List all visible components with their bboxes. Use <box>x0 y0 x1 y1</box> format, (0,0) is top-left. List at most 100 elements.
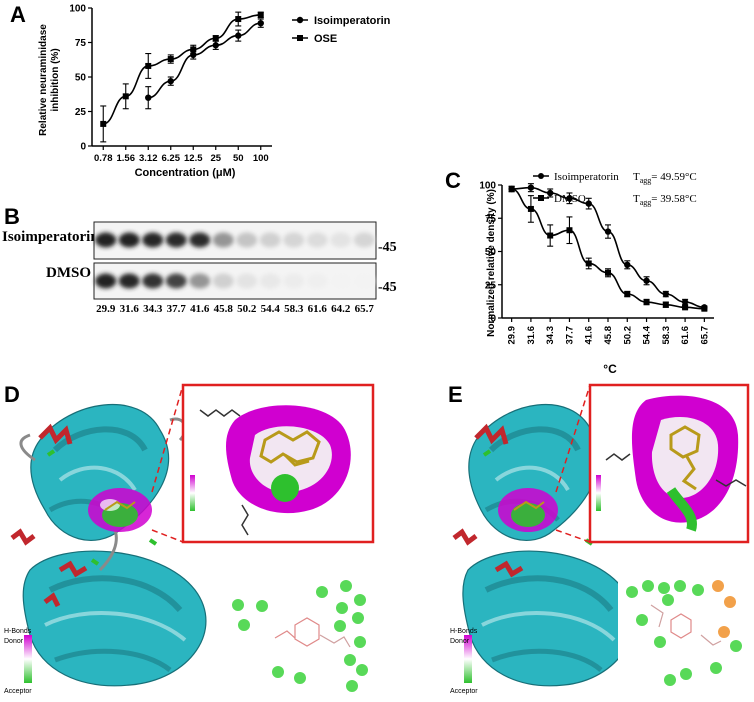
x-tick-label: 65.7 <box>699 326 710 345</box>
residue-disc <box>294 672 306 684</box>
y-tick-label: 50 <box>75 73 87 84</box>
blot-row-label-isoimperatorin: Isoimperatorin <box>2 229 99 245</box>
blot-band <box>118 273 140 289</box>
blot-band <box>189 273 211 289</box>
lane-temp-label: 29.9 <box>96 303 116 315</box>
data-point-ose <box>122 93 129 100</box>
x-tick-label: 31.6 <box>526 326 537 345</box>
residue-disc <box>340 580 352 592</box>
blot-band <box>259 232 281 248</box>
blot-band <box>236 273 258 289</box>
lane-temp-label: 64.2 <box>331 303 351 315</box>
y-tick-label: 25 <box>75 107 87 118</box>
residue-disc <box>334 620 346 632</box>
blot-band <box>95 232 117 248</box>
chart-c-plot-area: 0 25 50 75 100 29.9 31.6 34.3 37.7 41.6 45.8 50.2 54… <box>479 181 714 345</box>
panel-letter-d: D <box>4 382 20 407</box>
lane-temp-label: 45.8 <box>213 303 233 315</box>
hbond-legend-d <box>24 635 32 683</box>
blot-bands-isoimperatorin <box>95 232 375 248</box>
residue-disc <box>730 640 742 652</box>
residue-disc <box>718 626 730 638</box>
x-tick-label: 6.25 <box>162 153 181 164</box>
data-point-dmso <box>527 205 534 212</box>
data-point-dmso <box>701 305 708 312</box>
chart-a-legend-ose: OSE <box>314 33 337 45</box>
mw-marker-bottom-value: 45 <box>382 280 397 295</box>
data-point-dmso <box>547 232 554 239</box>
blot-lane-temperatures: 29.9 31.6 34.3 37.7 41.6 45.8 50.2 54.4 58.3 61.6… <box>94 303 376 315</box>
x-tick-label: 3.12 <box>139 153 158 164</box>
x-tick-label: 12.5 <box>184 153 203 164</box>
x-tick-label: 25 <box>210 153 221 164</box>
blot-band <box>236 232 258 248</box>
docking-panel-d <box>10 383 375 698</box>
binding-pocket-zoom-e <box>588 383 750 544</box>
blot-bands-dmso <box>95 273 375 289</box>
data-point-isoimperatorin <box>167 77 174 85</box>
chart-a-xlabel: Concentration (μM) <box>135 167 236 179</box>
mw-marker-top: -45 <box>378 240 397 255</box>
hbond-legend-donor-d: Donor <box>4 638 24 645</box>
blot-band <box>165 273 187 289</box>
blot-band <box>212 232 234 248</box>
residue-disc <box>336 602 348 614</box>
data-point-dmso <box>566 227 573 234</box>
y-tick-label: 25 <box>485 280 497 291</box>
chart-a-legend: Isoimperatorin OSE <box>292 15 391 45</box>
data-point-ose <box>212 35 219 42</box>
chart-c-legend: Isoimperatorin Tagg= 49.59°C DMSO Tagg= … <box>533 171 697 207</box>
panel-letter-e: E <box>448 382 463 407</box>
blot-band <box>118 232 140 248</box>
data-point-ose <box>145 62 152 69</box>
blot-band <box>306 232 328 248</box>
residue-disc <box>346 680 358 692</box>
residue-disc <box>724 596 736 608</box>
data-point-isoimperatorin <box>546 189 554 197</box>
residue-disc <box>664 674 676 686</box>
residue-disc <box>238 619 250 631</box>
neuraminidase-inhibition-chart: Relative neuraminidase inhibition (%) Co… <box>38 4 391 180</box>
lane-temp-label: 58.3 <box>284 303 304 315</box>
blot-band <box>283 232 305 248</box>
data-point-isoimperatorin <box>662 290 670 298</box>
chart-a-ylabel-line2: inhibition (%) <box>50 48 61 111</box>
thermal-shift-chart: Normalized relative density (%) °C 0 25 50… <box>479 171 714 376</box>
protein-cartoon-e <box>452 404 635 687</box>
chart-c-legend-isoimperatorin-tagg: Tagg= 49.59°C <box>633 171 697 185</box>
y-tick-label: 75 <box>75 38 87 49</box>
residue-disc <box>662 594 674 606</box>
chart-c-legend-dmso-tagg: Tagg= 39.58°C <box>633 193 697 207</box>
y-tick-label: 50 <box>485 247 497 258</box>
blot-band <box>95 273 117 289</box>
hbond-legend-acceptor-d: Acceptor <box>4 688 32 695</box>
chart-c-legend-isoimperatorin: Isoimperatorin <box>554 171 619 183</box>
chart-a-plot-area: 0 25 50 75 100 0.78 1.56 3.12 6.25 12.5 25 50 100 <box>69 4 272 164</box>
x-tick-label: 61.6 <box>680 326 691 345</box>
residue-disc <box>692 584 704 596</box>
y-tick-label: 75 <box>485 214 497 225</box>
residue-disc <box>256 600 268 612</box>
x-tick-label: 1.56 <box>117 153 136 164</box>
series-line-dmso <box>511 188 705 310</box>
mw-marker-top-value: 45 <box>382 240 397 255</box>
x-tick-label: 50 <box>233 153 244 164</box>
x-tick-label: 37.7 <box>564 326 575 345</box>
lane-temp-label: 31.6 <box>119 303 139 315</box>
chart-c-ylabel: Normalized relative density (%) <box>486 189 497 337</box>
blot-row-label-dmso: DMSO <box>46 265 91 281</box>
residue-disc <box>654 636 666 648</box>
data-point-isoimperatorin <box>235 32 242 39</box>
panel-letter-a: A <box>10 2 26 27</box>
x-tick-label: 34.3 <box>545 326 556 345</box>
residue-disc <box>680 668 692 680</box>
blot-band <box>212 273 234 289</box>
lane-temp-label: 37.7 <box>166 303 186 315</box>
blot-band <box>353 273 375 289</box>
data-point-dmso <box>508 185 515 192</box>
data-point-ose <box>235 16 242 23</box>
data-point-ose <box>100 120 107 127</box>
residue-disc <box>674 580 686 592</box>
residue-disc <box>642 580 654 592</box>
blot-band <box>283 273 305 289</box>
